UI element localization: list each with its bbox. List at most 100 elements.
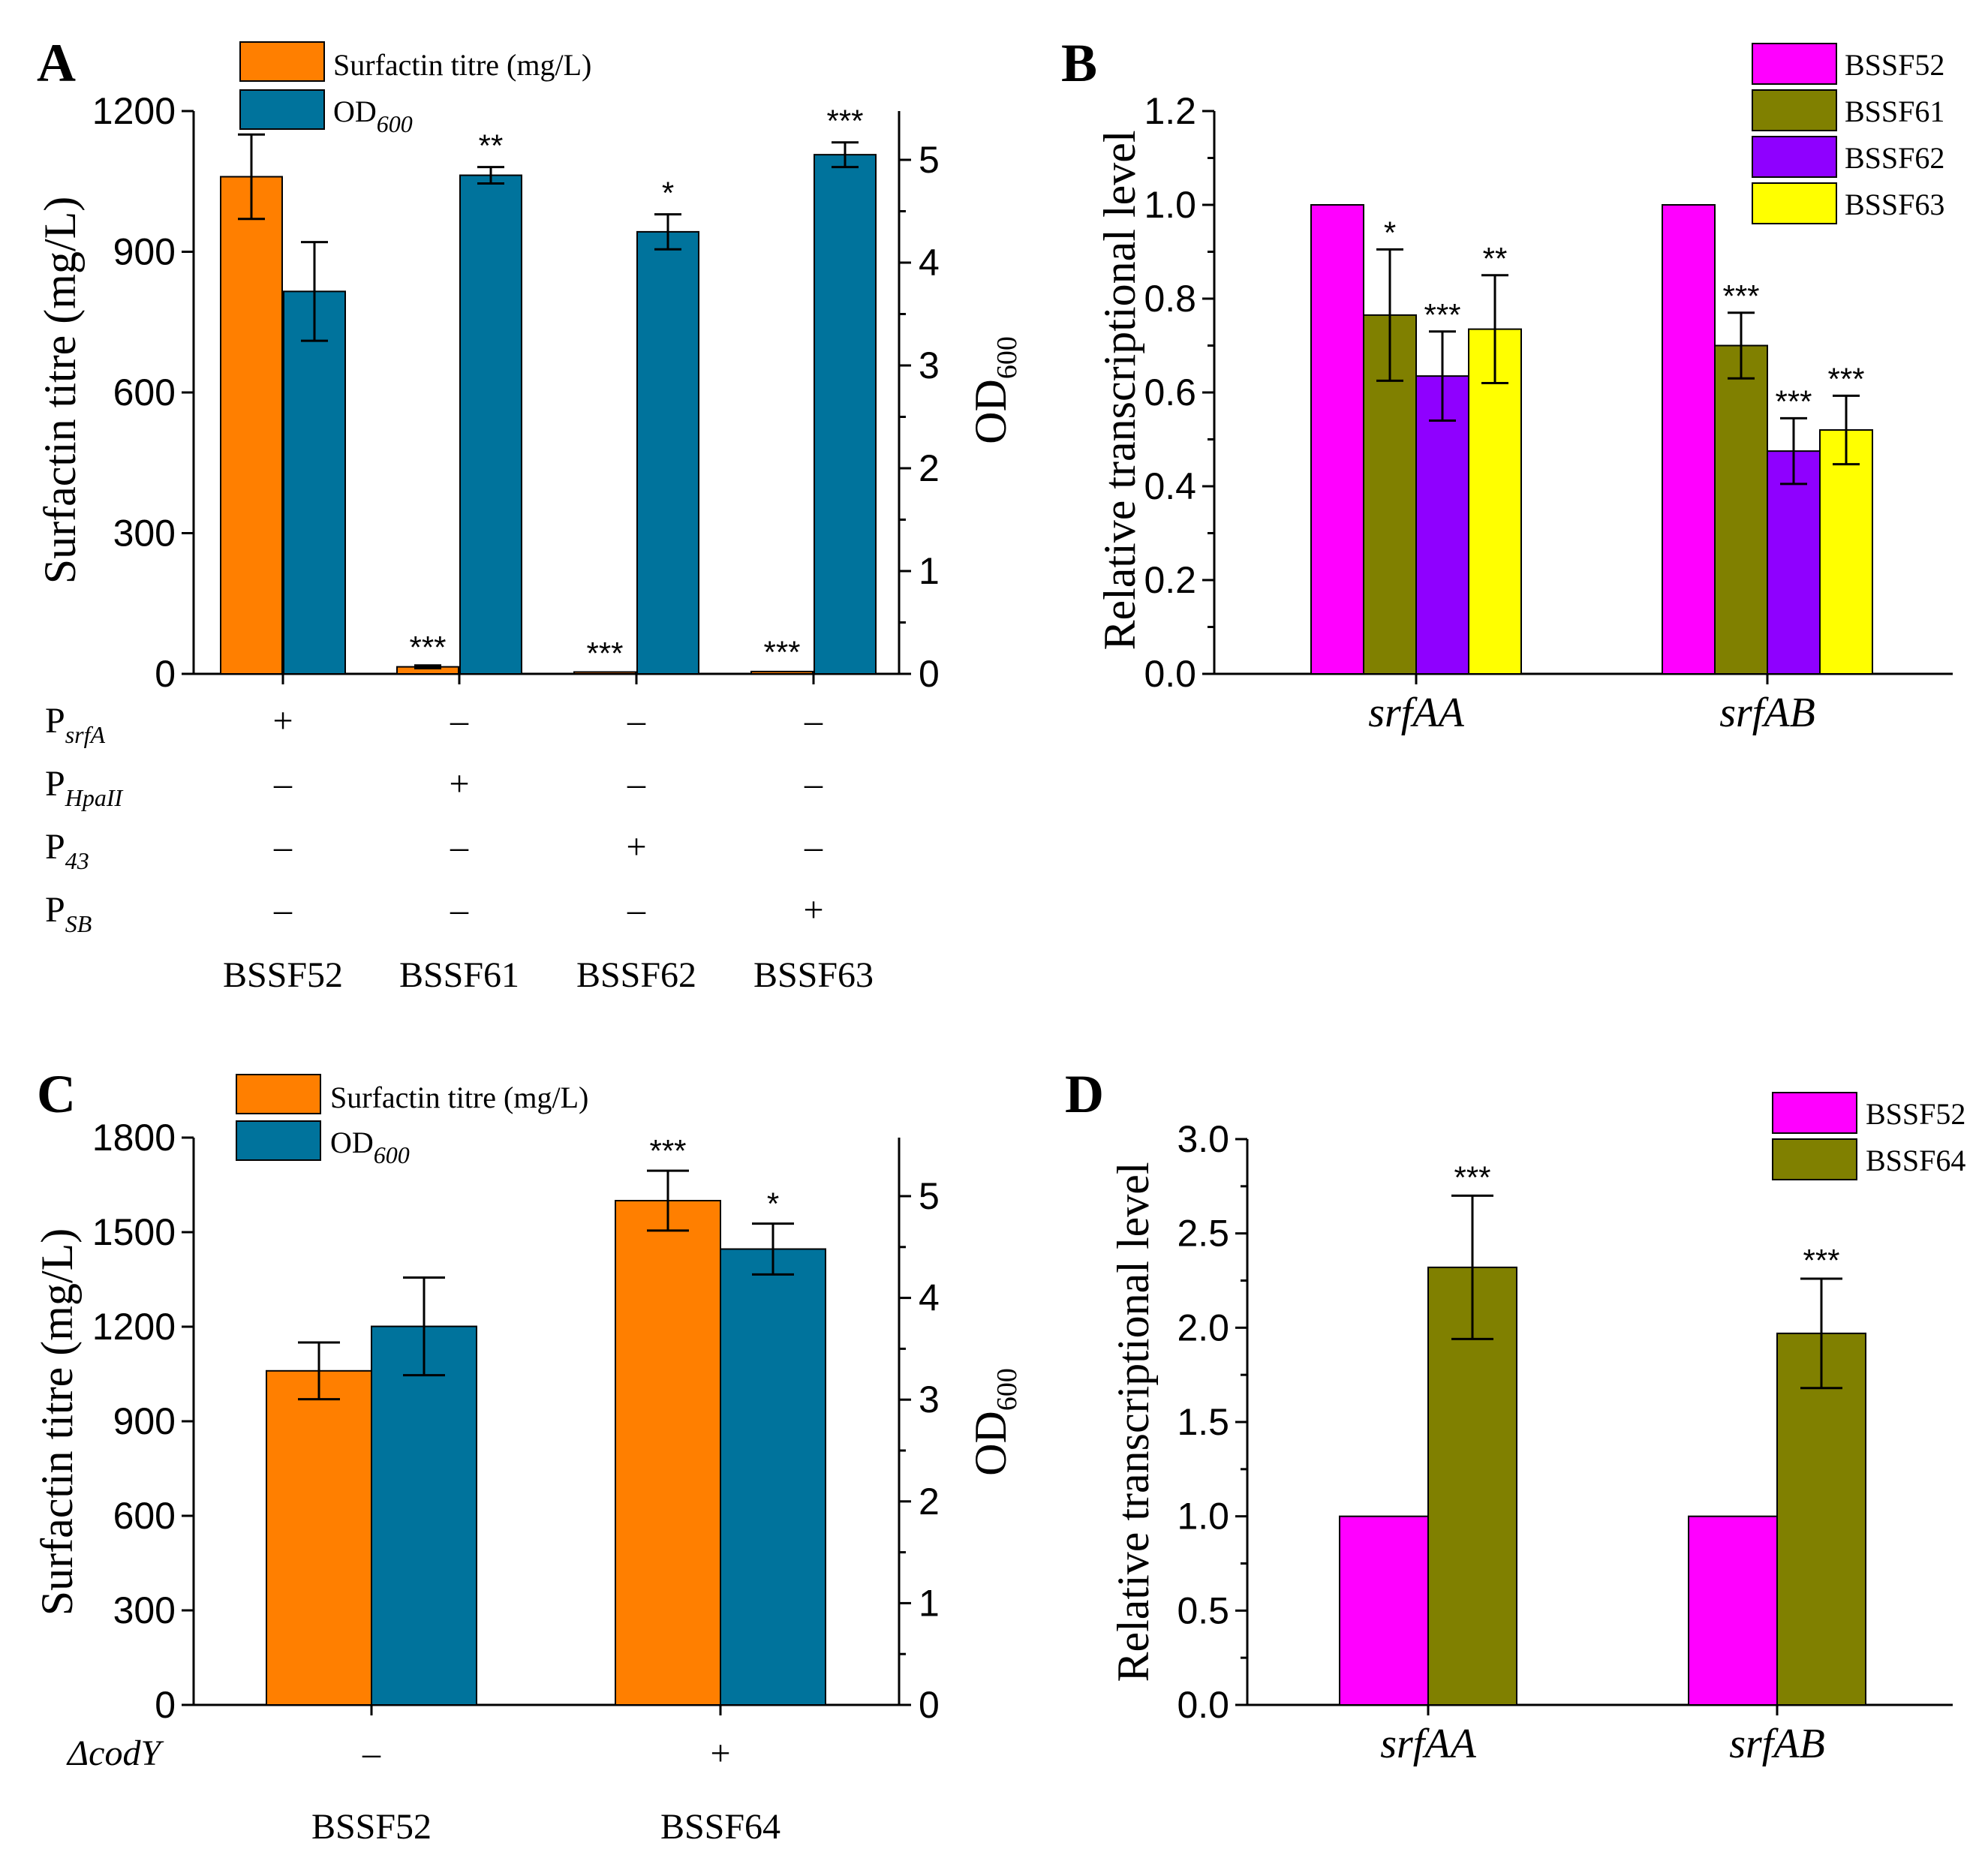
panel-a-promoter-mark: –	[804, 701, 823, 741]
panel-a-ytick-label: 600	[113, 371, 176, 413]
panel-b-legend-swatch	[1752, 182, 1837, 224]
panel-d-bar	[1776, 1332, 1866, 1706]
panel-b-sig: *	[1384, 215, 1396, 250]
panel-c-y2tick-label: 4	[919, 1277, 940, 1319]
panel-b-error	[1376, 248, 1403, 382]
panel-a-bar-od	[283, 290, 346, 675]
panel-d-sig: ***	[1803, 1243, 1839, 1278]
panel-b-legend-swatch	[1752, 43, 1837, 85]
panel-c-cody-mark: +	[710, 1733, 730, 1773]
panel-c-category-label: BSSF52	[311, 1807, 432, 1847]
panel-b-legend-label: BSSF62	[1845, 141, 1944, 175]
panel-d-category-label: srfAB	[1729, 1721, 1825, 1767]
panel-d-legend-label: BSSF64	[1866, 1144, 1965, 1177]
panel-b-ytick-label: 0.2	[1144, 559, 1196, 601]
panel-a-category-label: BSSF61	[399, 955, 519, 995]
panel-b-ytick-label: 0.8	[1144, 278, 1196, 320]
panel-b-error	[1728, 311, 1755, 380]
panel-c-legend-swatch-od	[236, 1120, 321, 1161]
panel-a-promoter-mark: –	[450, 890, 469, 930]
panel-a-promoter-mark: –	[804, 827, 823, 867]
panel-b-bar	[1468, 328, 1522, 675]
panel-d-bar	[1339, 1515, 1429, 1706]
panel-a-promoter-label-sub: srfA	[65, 721, 106, 748]
panel-d-error	[1451, 1194, 1493, 1340]
panel-a-error-od	[654, 213, 681, 251]
panel-a-promoter-mark: –	[627, 890, 646, 930]
panel-b-bar	[1662, 204, 1716, 675]
panel-b-error	[1481, 274, 1508, 384]
panel-a-y2label-sub: 600	[991, 336, 1023, 379]
panel-c-legend-label-titre: Surfactin titre (mg/L)	[330, 1081, 588, 1114]
panel-b-ytick-label: 0.4	[1144, 465, 1196, 507]
panel-d-legend-label: BSSF52	[1866, 1097, 1965, 1131]
panel-c-legend-label-od: OD600	[330, 1126, 410, 1168]
panel-c-legend-label-od-main: OD	[330, 1126, 374, 1159]
panel-d-ytick-label: 0.0	[1177, 1684, 1229, 1726]
panel-d-legend-swatch	[1772, 1138, 1857, 1180]
panel-a-ytick-label: 1200	[92, 90, 176, 132]
panel-d-sig: ***	[1454, 1159, 1490, 1195]
panel-a-category-label: BSSF62	[576, 955, 696, 995]
panel-a-bar-titre	[220, 176, 283, 675]
panel-a-ytick-label: 0	[155, 653, 176, 695]
panel-b-sig: ***	[1424, 297, 1460, 332]
panel-d-legend-swatch	[1772, 1092, 1857, 1134]
panel-a-sig-titre: ***	[763, 635, 800, 670]
panel-a-bar-od	[459, 174, 522, 675]
panel-b-sig: ***	[1775, 383, 1812, 419]
panel-a-y2tick-label: 4	[919, 242, 940, 284]
panel-a-promoter-mark: +	[803, 890, 823, 930]
panel-c-legend-swatch-titre	[236, 1074, 321, 1114]
panel-b-sig: ***	[1722, 278, 1759, 314]
panel-b-bar	[1714, 344, 1768, 675]
panel-d-bar	[1427, 1266, 1517, 1706]
panel-b-legend-swatch	[1752, 136, 1837, 178]
panel-b-ytick-label: 0.0	[1144, 653, 1196, 695]
panel-c-legend-label-od-sub: 600	[374, 1141, 410, 1168]
panel-a-ytick-label: 300	[113, 513, 176, 555]
panel-c-sig-titre: ***	[649, 1133, 686, 1168]
panel-a-sig-od: **	[479, 128, 504, 164]
panel-b-error	[1833, 394, 1860, 466]
panel-b-bar	[1415, 375, 1469, 675]
panel-a-promoter-label: PSB	[45, 890, 92, 937]
panel-a-promoter-mark: +	[626, 827, 646, 867]
panel-a-promoter-label-main: P	[45, 764, 65, 804]
panel-a-y2tick-label: 1	[919, 550, 940, 592]
panel-c-bar-od	[371, 1325, 477, 1706]
panel-d-error	[1800, 1277, 1842, 1390]
panel-b-ytick-label: 1.0	[1144, 184, 1196, 226]
panel-c-y2tick-label: 1	[919, 1582, 940, 1624]
panel-c-ytick-label: 0	[155, 1684, 176, 1726]
panel-c-cody-mark: –	[362, 1733, 381, 1773]
panel-b-legend-label: BSSF61	[1845, 95, 1944, 128]
panel-b-label: B	[1061, 33, 1097, 93]
panel-b-bar	[1819, 429, 1873, 675]
panel-b-category-label: srfAB	[1719, 690, 1815, 736]
panel-a-sig-titre: ***	[409, 630, 446, 665]
panel-a-promoter-label: P43	[45, 827, 89, 874]
panel-a-bar-titre	[573, 671, 636, 675]
panel-d-label: D	[1065, 1064, 1104, 1124]
panel-c-y2tick-label: 5	[919, 1175, 940, 1217]
panel-a-promoter-mark: –	[273, 827, 293, 867]
panel-a-bar-od	[636, 230, 699, 675]
panel-a-y2tick-label: 0	[919, 653, 940, 695]
panel-c-ytick-label: 900	[113, 1400, 176, 1442]
panel-c-bar-od	[720, 1248, 826, 1706]
panel-a-y2tick-label: 5	[919, 139, 940, 181]
panel-c-error-titre	[298, 1341, 340, 1401]
panel-b-legend-label: BSSF63	[1845, 188, 1944, 221]
panel-c-y2label-sub: 600	[991, 1368, 1023, 1411]
panel-c-y2tick-label: 0	[919, 1684, 940, 1726]
panel-c-ytick-label: 1200	[92, 1306, 176, 1348]
panel-c-ytick-label: 600	[113, 1495, 176, 1537]
panel-a-error-od	[301, 241, 328, 342]
panel-a-promoter-label-main: P	[45, 827, 65, 867]
panel-a-promoter-mark: –	[627, 701, 646, 741]
panel-c-y2tick-label: 3	[919, 1378, 940, 1421]
panel-a-error-titre	[414, 664, 441, 669]
panel-a-promoter-mark: –	[804, 764, 823, 804]
